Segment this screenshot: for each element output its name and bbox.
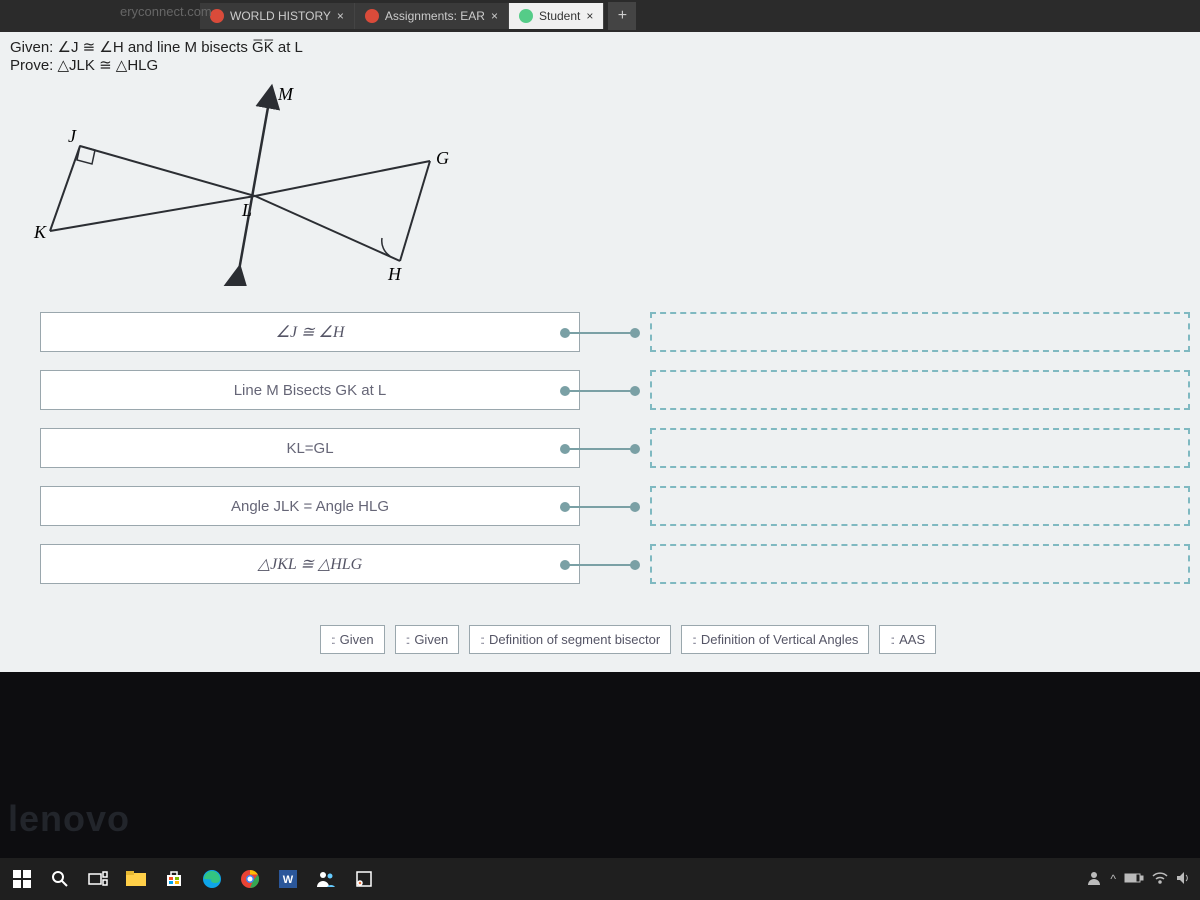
- statements-column: ∠J ≅ ∠H Line M Bisects GK at L KL=GL Ang…: [40, 312, 580, 584]
- edge-icon[interactable]: [198, 865, 226, 893]
- search-icon[interactable]: [46, 865, 74, 893]
- reason-chip[interactable]: ::Definition of segment bisector: [469, 625, 671, 654]
- grip-icon: ::: [331, 633, 334, 647]
- close-icon[interactable]: ×: [337, 9, 344, 23]
- tab-label: Student: [539, 9, 580, 23]
- battery-icon[interactable]: [1124, 872, 1144, 887]
- browser-tab[interactable]: Assignments: EAR ×: [355, 3, 509, 29]
- snip-icon[interactable]: [350, 865, 378, 893]
- desktop-background: [0, 672, 1200, 858]
- volume-icon[interactable]: [1176, 871, 1192, 888]
- wifi-icon[interactable]: [1152, 872, 1168, 887]
- reason-dropzone[interactable]: [650, 486, 1190, 526]
- app-icon: [519, 9, 533, 23]
- browser-tab-strip: eryconnect.com WORLD HISTORY × Assignmen…: [0, 0, 1200, 32]
- file-explorer-icon[interactable]: [122, 865, 150, 893]
- chrome-icon[interactable]: [236, 865, 264, 893]
- grip-icon: ::: [692, 633, 695, 647]
- grip-icon: ::: [406, 633, 409, 647]
- svg-text:H: H: [387, 264, 402, 284]
- grip-icon: ::: [480, 633, 483, 647]
- reason-dropzone[interactable]: [650, 312, 1190, 352]
- svg-text:J: J: [68, 126, 77, 146]
- new-tab-button[interactable]: +: [608, 2, 636, 30]
- tab-label: WORLD HISTORY: [230, 9, 331, 23]
- reason-chip[interactable]: ::Definition of Vertical Angles: [681, 625, 869, 654]
- reason-dropzone[interactable]: [650, 370, 1190, 410]
- windows-taskbar: W ^: [0, 858, 1200, 900]
- tab-label: Assignments: EAR: [385, 9, 485, 23]
- prove-text: Prove: △JLK ≅ △HLG: [10, 56, 1190, 74]
- problem-statement: Given: ∠J ≅ ∠H and line M bisects G̅K̅ a…: [0, 32, 1200, 76]
- browser-tab[interactable]: WORLD HISTORY ×: [200, 3, 355, 29]
- assignment-page: Given: ∠J ≅ ∠H and line M bisects G̅K̅ a…: [0, 32, 1200, 672]
- close-icon[interactable]: ×: [491, 9, 498, 23]
- tray-people-icon[interactable]: [1086, 870, 1102, 889]
- reason-chip-tray: ::Given ::Given ::Definition of segment …: [320, 625, 936, 654]
- reason-chip[interactable]: ::AAS: [879, 625, 936, 654]
- reasons-column: [650, 312, 1190, 584]
- browser-tab[interactable]: Student ×: [509, 3, 604, 29]
- grip-icon: ::: [890, 633, 893, 647]
- microsoft-store-icon[interactable]: [160, 865, 188, 893]
- statement-slot[interactable]: △JKL ≅ △HLG: [40, 544, 580, 584]
- svg-text:W: W: [283, 874, 294, 886]
- reason-chip[interactable]: ::Given: [320, 625, 385, 654]
- statement-slot[interactable]: ∠J ≅ ∠H: [40, 312, 580, 352]
- statement-slot[interactable]: Angle JLK = Angle HLG: [40, 486, 580, 526]
- task-view-icon[interactable]: [84, 865, 112, 893]
- statement-slot[interactable]: KL=GL: [40, 428, 580, 468]
- svg-text:K: K: [33, 222, 47, 242]
- close-icon[interactable]: ×: [586, 9, 593, 23]
- url-fragment: eryconnect.com: [120, 4, 212, 19]
- statement-slot[interactable]: Line M Bisects GK at L: [40, 370, 580, 410]
- given-text: Given: ∠J ≅ ∠H and line M bisects G̅K̅ a…: [10, 38, 1190, 56]
- geometry-diagram: J K L M G H: [20, 76, 460, 286]
- laptop-brand-watermark: lenovo: [8, 798, 130, 840]
- svg-text:G: G: [436, 148, 449, 168]
- word-icon[interactable]: W: [274, 865, 302, 893]
- start-button[interactable]: [8, 865, 36, 893]
- reason-dropzone[interactable]: [650, 544, 1190, 584]
- svg-text:L: L: [241, 200, 252, 220]
- people-icon[interactable]: [312, 865, 340, 893]
- reason-chip[interactable]: ::Given: [395, 625, 460, 654]
- system-tray[interactable]: ^: [1086, 870, 1192, 889]
- reason-dropzone[interactable]: [650, 428, 1190, 468]
- chevron-up-icon[interactable]: ^: [1110, 872, 1116, 886]
- globe-icon: [365, 9, 379, 23]
- diagram-svg: J K L M G H: [20, 76, 460, 286]
- globe-icon: [210, 9, 224, 23]
- svg-text:M: M: [277, 84, 294, 104]
